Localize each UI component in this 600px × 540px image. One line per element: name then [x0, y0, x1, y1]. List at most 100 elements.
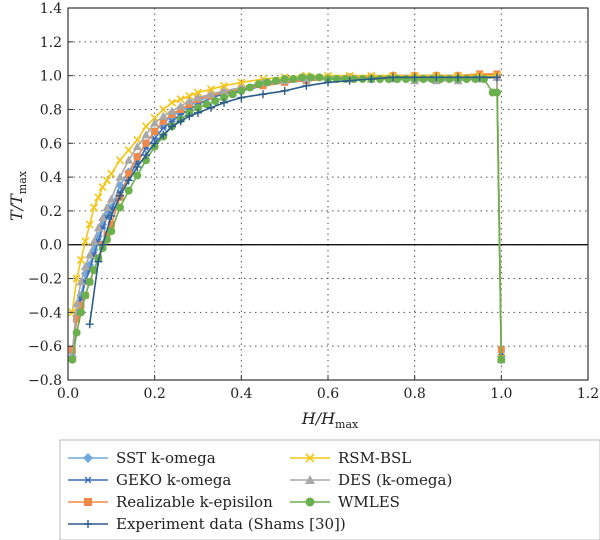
data-point-wmles — [445, 75, 454, 84]
legend-label-wmles: WMLES — [338, 493, 400, 511]
data-point-wmles — [471, 75, 480, 84]
y-tick-label: 0.2 — [40, 204, 62, 220]
legend-label-des: DES (k-omega) — [338, 471, 452, 489]
x-axis-label-main: H/H — [301, 409, 336, 428]
data-point-des — [115, 172, 125, 181]
data-point-experiment — [389, 73, 397, 82]
data-point-des — [132, 142, 142, 151]
data-point-experiment — [185, 112, 194, 121]
data-point-experiment — [280, 86, 289, 95]
data-point-experiment — [85, 320, 94, 329]
y-axis-label-main: T/T — [7, 193, 26, 221]
legend-label-realizable: Realizable k-episilon — [116, 493, 273, 511]
data-point-experiment — [124, 176, 133, 185]
y-tick-label: −0.4 — [28, 305, 62, 321]
data-point-rsm-bsl — [219, 81, 229, 90]
data-point-wmles — [384, 75, 393, 84]
data-point-rsm-bsl — [159, 105, 168, 114]
data-point-experiment — [454, 73, 462, 82]
data-point-experiment — [168, 122, 176, 131]
legend-item-geko: GEKO k-omega — [68, 471, 231, 489]
data-point-wmles — [263, 78, 272, 87]
legend-marker-des — [305, 475, 315, 484]
x-axis-label: H/Hmax — [301, 409, 359, 431]
series-realizable — [68, 70, 505, 354]
data-point-des — [72, 299, 82, 308]
data-point-des — [219, 86, 229, 95]
data-point-rsm-bsl — [141, 122, 151, 131]
data-point-rsm-bsl — [206, 85, 216, 94]
legend-marker-sst — [83, 453, 93, 463]
y-tick-label: 1.4 — [40, 1, 62, 17]
data-point-rsm-bsl — [102, 176, 112, 185]
data-point-realizable — [73, 315, 81, 323]
series-group — [67, 70, 506, 364]
data-point-wmles — [77, 308, 85, 317]
data-point-experiment — [98, 240, 107, 249]
data-point-des — [141, 130, 151, 139]
legend-box — [59, 439, 600, 540]
data-point-realizable — [103, 231, 111, 239]
data-point-wmles — [428, 75, 436, 84]
data-point-experiment — [367, 75, 376, 84]
data-point-wmles — [107, 227, 116, 236]
data-point-rsm-bsl — [124, 145, 133, 155]
data-point-rsm-bsl — [185, 91, 194, 100]
data-point-wmles — [393, 75, 402, 84]
data-point-rsm-bsl — [85, 220, 94, 229]
data-point-experiment — [410, 73, 419, 82]
data-point-experiment — [94, 257, 103, 266]
data-point-experiment — [142, 151, 150, 160]
legend-item-rsm-bsl: RSM-BSL — [290, 449, 411, 467]
data-point-experiment — [259, 90, 267, 99]
data-point-wmles — [124, 186, 133, 195]
data-point-wmles — [298, 73, 306, 82]
data-point-des — [102, 203, 112, 212]
data-point-des — [184, 96, 194, 105]
legend-marker-wmles — [305, 497, 315, 507]
y-tick-label: 0.4 — [40, 170, 62, 186]
series-line-rsm-bsl — [71, 74, 503, 359]
data-point-des — [76, 277, 86, 286]
y-axis-label: T/Tmax — [7, 170, 29, 221]
data-point-wmles — [315, 73, 324, 82]
legend-item-experiment: Experiment data (Shams [30]) — [68, 515, 346, 533]
legend-marker-rsm-bsl — [305, 453, 315, 463]
legend-item-des: DES (k-omega) — [290, 471, 452, 489]
legend-label-sst: SST k-omega — [116, 449, 216, 467]
data-point-rsm-bsl — [98, 183, 107, 192]
data-point-experiment — [116, 191, 124, 200]
legend-marker-realizable — [84, 498, 92, 506]
series-sst — [67, 71, 506, 361]
x-axis-label-sub: max — [335, 418, 359, 431]
data-point-wmles — [272, 76, 280, 85]
series-des — [67, 72, 506, 364]
x-tick-label: 1.0 — [490, 386, 512, 402]
series-line-realizable — [71, 73, 503, 350]
data-point-des — [167, 106, 177, 115]
y-tick-label: −0.6 — [28, 339, 62, 355]
data-point-rsm-bsl — [81, 237, 90, 246]
data-point-wmles — [211, 97, 220, 105]
data-point-experiment — [345, 76, 354, 85]
series-wmles — [68, 73, 506, 364]
data-point-wmles — [493, 88, 501, 97]
data-point-experiment — [207, 103, 215, 112]
series-geko — [68, 72, 505, 358]
data-point-realizable — [159, 117, 167, 125]
data-point-rsm-bsl — [89, 203, 99, 212]
data-point-des — [206, 89, 216, 98]
data-point-geko — [151, 135, 159, 142]
data-point-des — [193, 93, 203, 102]
data-point-realizable — [125, 170, 133, 178]
legend-label-rsm-bsl: RSM-BSL — [338, 449, 411, 467]
data-point-rsm-bsl — [237, 78, 246, 87]
data-point-experiment — [324, 78, 332, 87]
data-point-wmles — [90, 266, 98, 275]
series-line-wmles — [71, 76, 503, 360]
data-point-wmles — [81, 291, 90, 300]
data-point-des — [124, 155, 134, 164]
data-point-wmles — [436, 75, 445, 84]
data-point-realizable — [142, 139, 150, 147]
series-rsm-bsl — [68, 71, 506, 363]
